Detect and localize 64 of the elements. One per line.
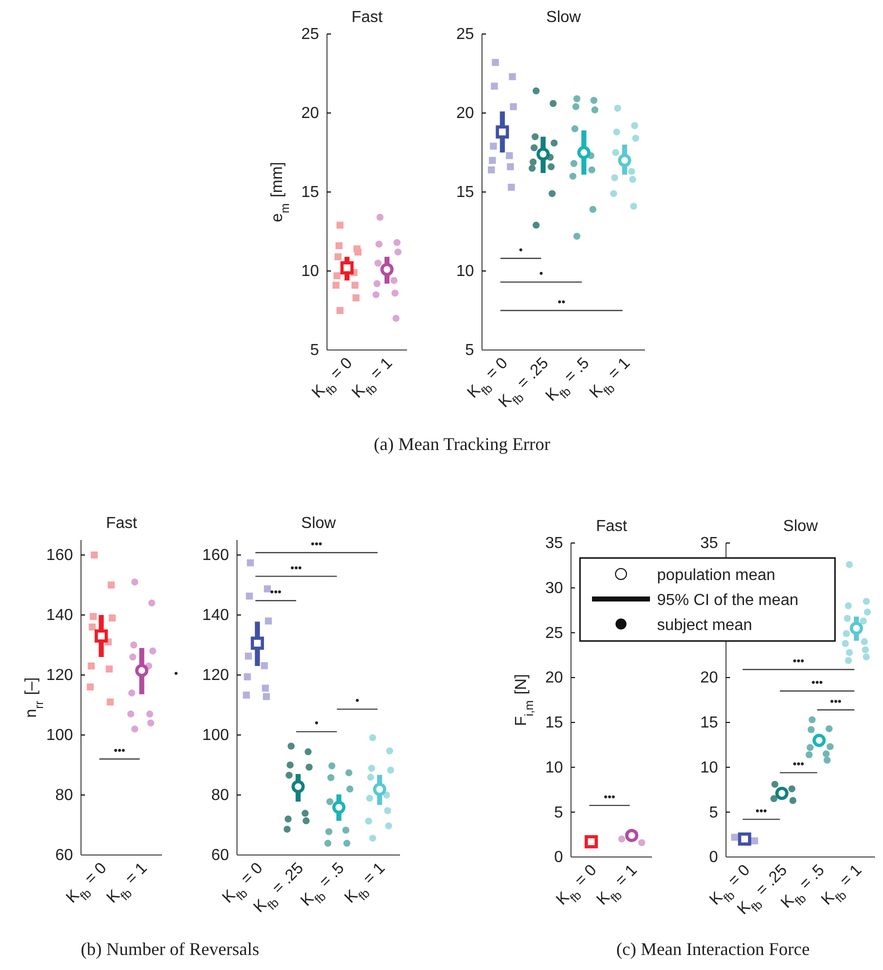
chart-title: Slow — [546, 9, 582, 26]
ref-line-label: •• — [558, 296, 566, 308]
ref-line-label: ••• — [290, 562, 302, 574]
ref-line-label: ••• — [310, 538, 322, 551]
y-tick-label: 10 — [545, 759, 564, 776]
y-tick-label: 15 — [545, 714, 564, 732]
ref-line-label: • — [355, 695, 360, 708]
y-tick-label: 100 — [202, 727, 230, 744]
y-tick-label: 80 — [55, 787, 74, 804]
y-tick-label: 5 — [465, 342, 474, 360]
ref-line-label: ••• — [792, 655, 804, 668]
y-tick-label: 120 — [46, 667, 74, 684]
y-tick-label: 160 — [202, 547, 230, 564]
y-tick-label: 5 — [709, 804, 718, 822]
ref-line-label: ••• — [792, 758, 804, 771]
chart-title: Fast — [106, 515, 138, 532]
ref-line-label: ••• — [830, 696, 842, 708]
y-tick-label: 15 — [301, 184, 320, 202]
y-tick-label: 15 — [700, 714, 718, 732]
y-tick-label: 140 — [46, 607, 74, 624]
text: (b) Number of Reversals — [80, 939, 260, 959]
y-tick-label: 140 — [202, 607, 230, 624]
y-tick-label: 60 — [211, 847, 230, 864]
y-tick-label: 0 — [554, 849, 564, 866]
text: • — [174, 668, 178, 680]
y-tick-label: 20 — [456, 105, 474, 122]
y-tick-label: 25 — [456, 26, 474, 44]
annotation: 95% CI of the mean — [657, 592, 798, 609]
ref-line-label: ••• — [114, 745, 126, 757]
ref-line-label: ••• — [604, 791, 616, 804]
chart-title: Slow — [301, 515, 336, 532]
y-tick-label: 10 — [700, 759, 718, 776]
y-tick-label: 80 — [211, 787, 230, 804]
ref-line-label: ••• — [270, 586, 282, 599]
y-tick-label: 60 — [55, 847, 74, 864]
text: (a) Mean Tracking Error — [374, 434, 550, 454]
chart-title: Slow — [783, 518, 818, 535]
y-tick-label: 35 — [545, 535, 564, 552]
y-tick-label: 120 — [202, 667, 230, 684]
text: (c) Mean Interaction Force — [616, 939, 810, 959]
y-tick-label: 0 — [709, 849, 718, 866]
ref-line-label: ••• — [811, 677, 824, 690]
y-tick-label: 160 — [46, 547, 74, 564]
y-tick-label: 15 — [456, 184, 474, 202]
y-tick-label: 5 — [554, 804, 564, 822]
y-tick-label: 20 — [700, 670, 718, 687]
y-tick-label: 20 — [301, 105, 320, 122]
y-tick-label: 10 — [301, 263, 320, 280]
ref-line-label: • — [314, 718, 319, 730]
y-tick-label: 5 — [310, 342, 320, 360]
chart-title: Fast — [351, 9, 384, 26]
ref-line-label: ••• — [755, 805, 768, 818]
y-tick-label: 10 — [456, 263, 474, 280]
y-tick-label: 25 — [545, 624, 564, 642]
ref-line-label: • — [539, 268, 544, 280]
y-tick-label: 20 — [545, 670, 564, 687]
y-tick-label: 25 — [301, 26, 320, 44]
y-tick-label: 100 — [46, 727, 74, 744]
annotation: subject mean — [657, 617, 752, 634]
y-tick-label: 30 — [545, 580, 564, 597]
chart-title: Fast — [596, 518, 628, 535]
ref-line-label: • — [518, 244, 523, 256]
annotation: population mean — [657, 567, 776, 584]
y-tick-label: 35 — [700, 535, 718, 552]
